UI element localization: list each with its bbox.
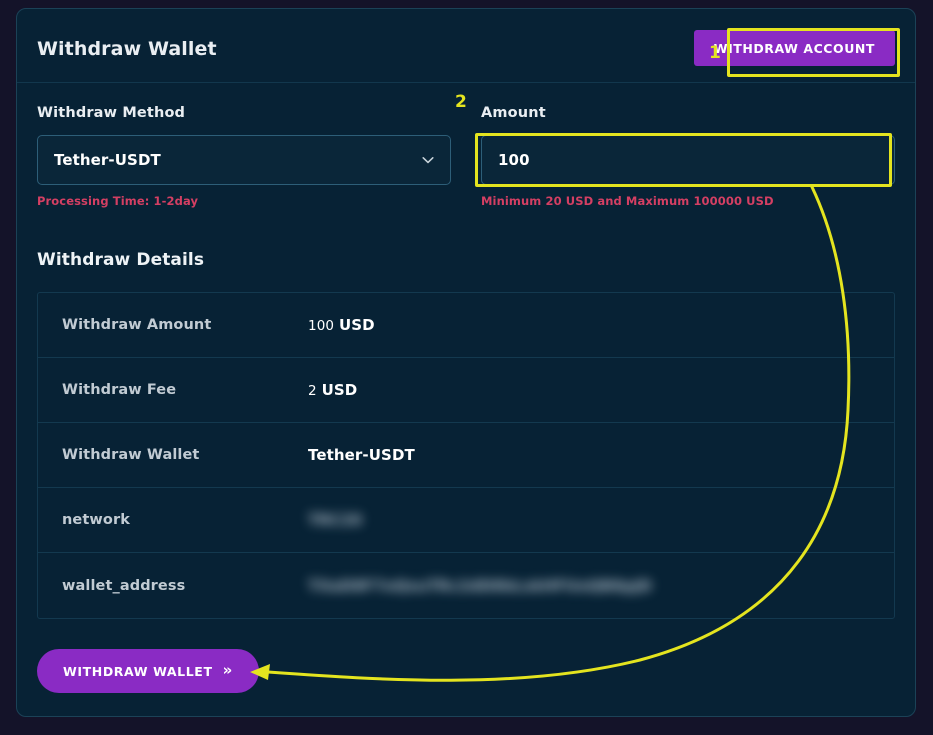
row-value: 2 USD <box>308 381 357 399</box>
annotation-step-2: 2 <box>455 92 467 112</box>
row-label: Withdraw Wallet <box>62 447 200 463</box>
table-row: network TRC20 <box>38 488 894 553</box>
row-value-unit: USD <box>321 381 358 399</box>
double-chevron-right-icon: » <box>222 661 233 679</box>
chevron-down-icon[interactable] <box>420 152 436 168</box>
page-title: Withdraw Wallet <box>37 38 217 60</box>
row-value-redacted: TXaD8F7oQsuTRc2dD8bLskHFUoQB8pJD <box>308 576 652 595</box>
withdraw-method-select[interactable]: Tether-USDT <box>37 135 451 185</box>
row-label: wallet_address <box>62 577 186 594</box>
row-value: 100 USD <box>308 316 375 334</box>
table-row: Withdraw Fee 2 USD <box>38 358 894 423</box>
withdraw-method-group: Withdraw Method Tether-USDT Processing T… <box>37 105 451 208</box>
table-row: Withdraw Wallet Tether-USDT <box>38 423 894 488</box>
withdraw-method-value: Tether-USDT <box>54 151 161 169</box>
row-label: Withdraw Fee <box>62 382 177 398</box>
row-label: Withdraw Amount <box>62 317 212 333</box>
form-row: Withdraw Method Tether-USDT Processing T… <box>37 83 895 208</box>
withdraw-details-table: Withdraw Amount 100 USD Withdraw Fee 2 U… <box>37 292 895 619</box>
table-row: wallet_address TXaD8F7oQsuTRc2dD8bLskHFU… <box>38 553 894 618</box>
amount-label: Amount <box>481 105 546 121</box>
withdraw-details-title: Withdraw Details <box>37 250 205 270</box>
annotation-box-withdraw-account <box>727 28 900 77</box>
withdraw-method-label: Withdraw Method <box>37 105 186 121</box>
annotation-step-1: 1 <box>709 43 721 63</box>
annotation-box-amount <box>475 133 892 187</box>
row-value-unit: USD <box>338 316 375 334</box>
table-row: Withdraw Amount 100 USD <box>38 293 894 358</box>
withdraw-wallet-button[interactable]: WITHDRAW WALLET » <box>37 649 259 693</box>
row-value-number: 2 <box>308 383 317 399</box>
row-value-redacted: TRC20 <box>308 511 363 529</box>
withdraw-wallet-button-label: WITHDRAW WALLET <box>63 663 213 679</box>
withdraw-method-helper: Processing Time: 1-2day <box>37 194 199 208</box>
row-value: Tether-USDT <box>308 446 415 464</box>
row-value-number: 100 <box>308 318 335 334</box>
row-label: network <box>62 512 130 528</box>
amount-helper: Minimum 20 USD and Maximum 100000 USD <box>481 194 774 208</box>
amount-input[interactable] <box>498 136 878 184</box>
withdraw-wallet-card: Withdraw Wallet WITHDRAW ACCOUNT Withdra… <box>16 8 916 717</box>
